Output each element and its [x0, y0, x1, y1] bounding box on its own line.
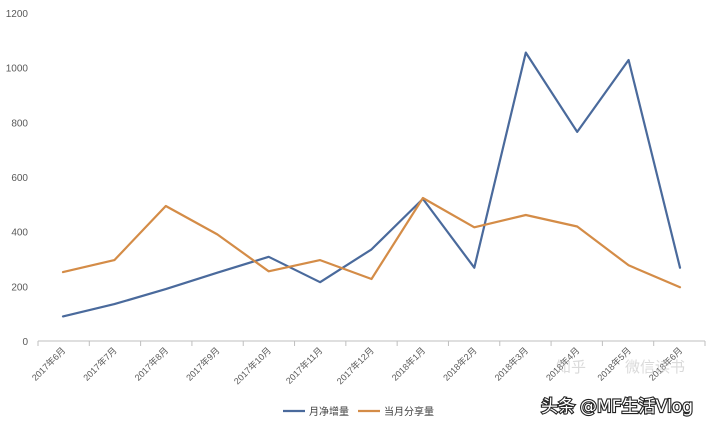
x-tick-label: 2017年9月: [183, 345, 221, 383]
y-tick-label: 1200: [6, 9, 29, 20]
y-tick-label: 600: [11, 173, 28, 184]
x-tick-label: 2018年1月: [389, 345, 427, 383]
y-tick-label: 200: [11, 282, 28, 293]
x-tick-label: 2017年11月: [283, 345, 324, 386]
x-tick-label: 2018年3月: [492, 345, 530, 383]
y-tick-label: 0: [22, 337, 28, 348]
watermark: 知乎 微信读书 头条 @MF生活Vlog: [540, 358, 694, 418]
y-tick-label: 400: [11, 228, 28, 239]
x-tick-label: 2017年8月: [132, 345, 170, 383]
series-line-2: [61, 196, 682, 289]
legend-label-1: 月净增量: [309, 405, 349, 418]
x-tick-label: 2017年10月: [231, 345, 273, 387]
legend-label-2: 当月分享量: [384, 405, 434, 418]
series-layer: [61, 51, 682, 318]
legend: 月净增量 当月分享量: [283, 405, 434, 418]
y-tick-label: 1000: [6, 64, 29, 75]
watermark-faint-left: 知乎: [556, 358, 586, 376]
x-tick-label: 2017年12月: [334, 345, 376, 387]
series-line-1: [61, 51, 682, 318]
y-axis: 0 200 400 600 800 1000 1200: [6, 9, 29, 348]
watermark-left-label: 头条: [541, 397, 575, 417]
x-tick-label: 2017年6月: [29, 345, 67, 383]
x-axis: 2017年6月 2017年7月 2017年8月 2017年9月 2017年10月 2017…: [29, 340, 706, 387]
y-tick-label: 800: [11, 118, 28, 129]
watermark-handle: @MF生活Vlog: [580, 397, 693, 417]
watermark-faint-right: 微信读书: [625, 358, 685, 376]
x-tick-label: 2018年2月: [441, 345, 479, 383]
x-tick-label: 2017年7月: [81, 345, 119, 383]
